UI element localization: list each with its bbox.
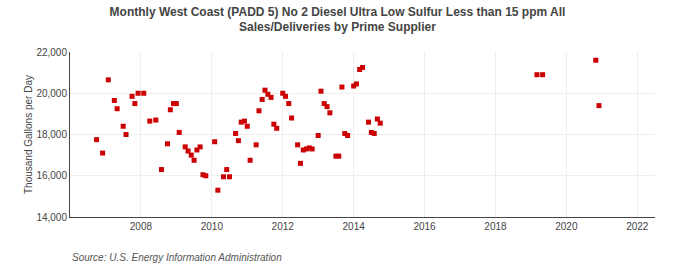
svg-text:2022: 2022: [626, 221, 649, 232]
svg-text:2018: 2018: [484, 221, 507, 232]
svg-text:2012: 2012: [272, 221, 295, 232]
svg-text:Monthly West Coast (PADD 5) No: Monthly West Coast (PADD 5) No 2 Diesel …: [110, 5, 566, 35]
svg-text:2020: 2020: [555, 221, 578, 232]
svg-text:2008: 2008: [130, 221, 153, 232]
svg-text:18,000: 18,000: [36, 129, 67, 140]
svg-text:Source: U.S. Energy Informatio: Source: U.S. Energy Information Administ…: [72, 252, 282, 263]
svg-text:Thousand Gallons per Day: Thousand Gallons per Day: [23, 75, 34, 194]
svg-text:2014: 2014: [343, 221, 366, 232]
svg-text:20,000: 20,000: [36, 88, 67, 99]
svg-text:2010: 2010: [201, 221, 224, 232]
svg-text:16,000: 16,000: [36, 170, 67, 181]
svg-text:14,000: 14,000: [36, 212, 67, 223]
svg-text:2016: 2016: [413, 221, 436, 232]
svg-text:22,000: 22,000: [36, 47, 67, 58]
